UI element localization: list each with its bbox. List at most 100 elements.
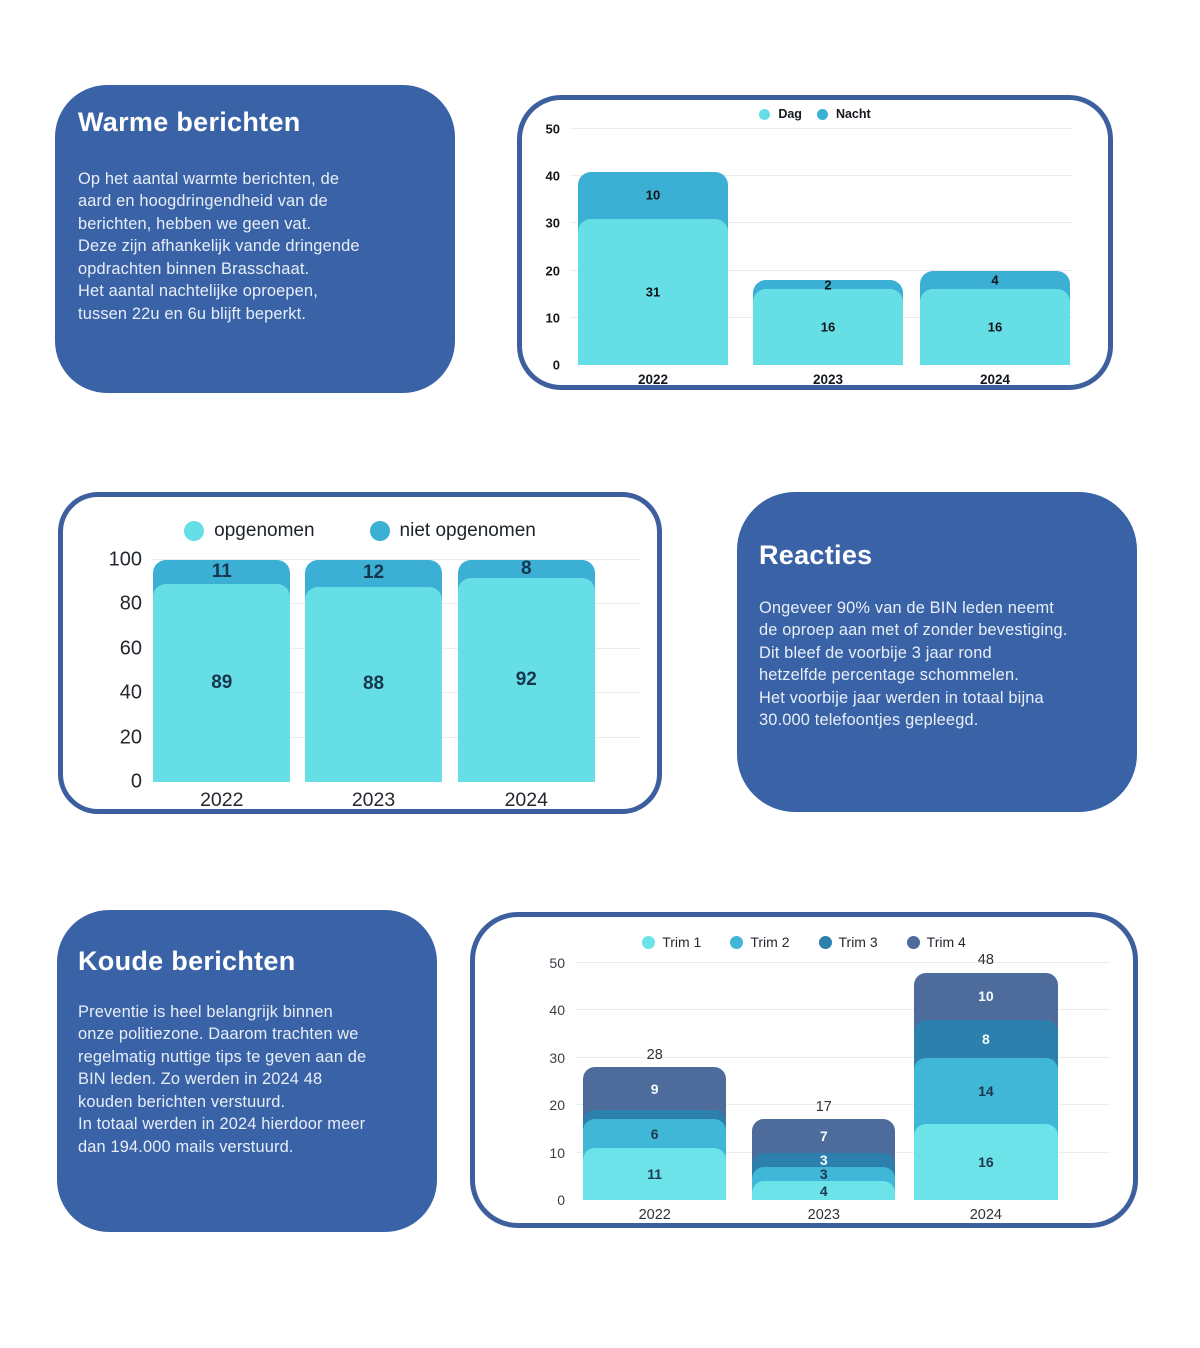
bar-value-label-trim-4-2024: 10 [978,988,994,1005]
y-axis-tick-label: 30 [549,1049,565,1066]
bar-segment-trim-2-2024 [914,1057,1058,1137]
bar-segment-dag-2023 [753,289,903,365]
chart-card-koude-trimesters: Trim 1 Trim 2 Trim 3 Trim 4 0 10 20 30 40 50 11 6 9 2… [470,912,1138,1228]
bar-value-label-trim-4-2022: 9 [650,1080,659,1097]
x-axis-label-2024: 2024 [504,789,548,811]
y-axis-tick-label: 80 [119,592,142,615]
legend-label-trim-4: Trim 4 [926,934,966,950]
y-axis-tick-label: 0 [557,1192,565,1208]
y-axis-tick-label: 10 [545,310,560,326]
gridline [575,962,1110,963]
card-reacties: Reacties Ongeveer 90% van de BIN leden n… [737,492,1137,812]
legend-swatch-trim-2-icon [730,935,744,949]
bar-value-label-opgenomen-2022: 89 [211,672,233,694]
bar-value-label-dag-2024: 16 [987,319,1003,335]
legend-item-trim-1: Trim 1 [642,934,701,950]
x-axis-label-2024: 2024 [980,372,1011,387]
bar-value-label-trim-2-2022: 6 [650,1125,659,1142]
y-axis-tick-label: 60 [119,637,142,660]
x-axis-label-2022: 2022 [637,372,669,387]
gridline [152,559,640,560]
y-axis-tick-label: 20 [549,1097,565,1114]
legend-item-niet-opgenomen: niet opgenomen [369,520,536,542]
plot-area: 0 10 20 30 40 50 11 6 9 28 2022 4 3 3 7 17 2023 16 14 8 10 48… [549,952,1110,1223]
bar-total-label-2024: 48 [977,952,994,969]
bar-value-label-trim-1-2023: 4 [819,1182,828,1199]
legend-swatch-opgenomen-icon [184,521,205,541]
y-axis-tick-label: 0 [130,770,142,793]
koude-berichten-body: Preventie is heel belangrijk binnen onze… [78,1003,367,1156]
chart-card-opgenomen: opgenomen niet opgenomen 0 20 40 60 80 100 89 11 2… [58,492,662,814]
y-axis-tick-label: 40 [119,681,142,704]
gridline [575,1056,1110,1058]
plot-area: 0 10 20 30 40 50 31 10 2022 16 2 2023 16 4 2024 [546,122,1073,387]
legend-item-trim-2: Trim 2 [730,934,790,950]
bar-segment-trim-1-2024 [914,1124,1058,1200]
legend-item-nacht: Nacht [816,107,871,121]
y-axis-tick-label: 100 [108,548,142,571]
y-axis-tick-label: 20 [545,263,560,279]
bar-value-label-nacht-2023: 2 [824,277,832,293]
bar-value-label-trim-2-2024: 14 [978,1082,994,1099]
y-axis-tick-label: 50 [549,955,565,971]
chart-legend: opgenomen niet opgenomen [63,520,657,542]
bar-value-label-trim-3-2023: 3 [819,1151,828,1168]
chart-koude-trimesters: Trim 1 Trim 2 Trim 3 Trim 4 0 10 20 30 40 50 11 6 9 2… [475,917,1133,1223]
legend-label-opgenomen: opgenomen [214,520,315,541]
bar-segment-trim-1-2023 [752,1181,896,1200]
chart-card-dag-nacht: Dag Nacht 0 10 20 30 40 50 31 10 2022 16 2 2023 16 4 202… [517,95,1113,390]
warme-berichten-body: Op het aantal warmte berichten, de aard … [78,170,360,323]
gridline [570,128,1073,129]
x-axis-label-2022: 2022 [200,789,244,811]
bar-segment-trim-1-2022 [583,1147,727,1200]
bar-value-label-trim-1-2024: 16 [978,1154,994,1171]
card-koude-berichten: Koude berichten Preventie is heel belang… [57,910,437,1232]
legend-label-nacht: Nacht [835,107,871,121]
bar-segment-opgenomen-2024 [457,577,595,782]
gridline [570,269,1073,271]
bar-value-label-dag-2022: 31 [645,284,661,300]
legend-label-trim-3: Trim 3 [838,934,878,950]
y-axis-tick-label: 50 [545,121,560,137]
legend-swatch-niet-opgenomen-icon [369,521,390,541]
chart-dag-nacht: Dag Nacht 0 10 20 30 40 50 31 10 2022 16 2 2023 16 4 202… [522,100,1108,387]
legend-swatch-trim-4-icon [906,935,920,949]
y-axis-tick-label: 40 [549,1002,565,1019]
y-axis-tick-label: 40 [545,168,560,184]
legend-swatch-trim-1-icon [642,935,656,949]
chart-legend: Trim 1 Trim 2 Trim 3 Trim 4 [475,934,1133,950]
x-axis-label-2024: 2024 [969,1207,1002,1223]
bar-value-label-niet-opgenomen-2023: 12 [362,562,385,584]
bar-value-label-niet-opgenomen-2022: 11 [211,561,232,583]
bar-value-label-trim-4-2023: 7 [819,1128,828,1145]
y-axis-tick-label: 10 [549,1144,565,1161]
bar-value-label-dag-2023: 16 [820,319,836,335]
bar-value-label-niet-opgenomen-2024: 8 [520,557,532,579]
bar-value-label-nacht-2024: 4 [991,272,999,288]
x-axis-label-2023: 2023 [813,372,844,387]
reacties-title: Reacties [759,540,873,570]
x-axis-label-2022: 2022 [638,1207,671,1223]
legend-label-dag: Dag [778,107,802,121]
legend-swatch-dag-icon [759,108,771,120]
y-axis-tick-label: 30 [545,215,560,231]
koude-berichten-title: Koude berichten [78,946,296,976]
x-axis-label-2023: 2023 [807,1207,840,1223]
warme-berichten-title: Warme berichten [78,107,301,137]
gridline [575,1009,1110,1011]
y-axis-tick-label: 20 [119,726,142,749]
y-axis-tick-label: 0 [552,357,560,373]
bar-total-label-2022: 28 [646,1047,663,1064]
gridline [575,1104,1110,1106]
bar-segment-dag-2022 [578,218,728,365]
bar-value-label-trim-2-2023: 3 [819,1165,828,1182]
legend-item-opgenomen: opgenomen [184,520,315,542]
legend-item-trim-4: Trim 4 [906,934,966,950]
chart-opgenomen: opgenomen niet opgenomen 0 20 40 60 80 100 89 11 2… [63,497,657,811]
bar-value-label-nacht-2022: 10 [645,187,661,203]
legend-label-trim-2: Trim 2 [750,934,790,950]
reacties-body: Ongeveer 90% van de BIN leden neemt de o… [759,599,1068,730]
chart-legend: Dag Nacht [522,107,1108,121]
bar-segment-dag-2024 [920,289,1070,365]
